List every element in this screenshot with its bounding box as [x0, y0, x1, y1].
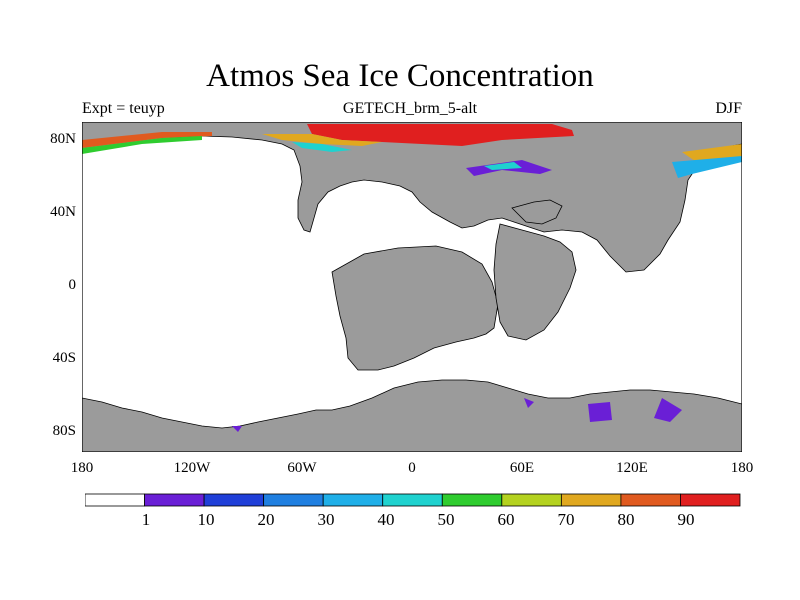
y-tick-label: 80N	[50, 131, 76, 147]
colorbar-label: 90	[677, 510, 695, 529]
colorbar-swatch	[203, 493, 265, 507]
colorbar-swatch	[680, 493, 741, 507]
y-tick-label: 0	[68, 277, 77, 293]
colorbar-swatch	[382, 493, 443, 507]
experiment-label: Expt = teuyp	[82, 100, 165, 117]
colorbar-swatch	[441, 493, 503, 507]
land-masses	[82, 122, 742, 452]
dataset-label: GETECH_brm_5-alt	[342, 100, 478, 117]
colorbar-label: 50	[437, 510, 455, 529]
northern-landmass	[82, 122, 742, 273]
ice-band-north	[307, 124, 574, 146]
x-tick-label: 120E	[616, 460, 648, 476]
y-tick-label: 40S	[52, 350, 76, 366]
colorbar-label: 10	[197, 510, 215, 529]
ice-band-north-low	[292, 142, 352, 152]
ice-band-nw	[82, 132, 212, 148]
colorbar-swatch	[263, 493, 324, 507]
y-tick-label: 80S	[52, 423, 76, 439]
ice-south-b	[588, 402, 612, 422]
sea-ice-layer	[82, 124, 742, 432]
x-tick-label: 60W	[287, 460, 317, 476]
x-tick-label: 180	[730, 460, 754, 476]
season-label: DJF	[715, 100, 742, 117]
plot-title: Atmos Sea Ice Concentration	[206, 58, 594, 94]
sea-ice-map	[82, 122, 742, 452]
ice-band-nw-edge	[82, 136, 202, 154]
x-tick-label: 180	[70, 460, 94, 476]
x-tick-label: 120W	[173, 460, 211, 476]
ice-inland-sea-high	[484, 162, 522, 170]
ice-band-ne-edge	[672, 156, 742, 178]
colorbar-label: 60	[497, 510, 515, 529]
colorbar-label: 40	[377, 510, 395, 529]
x-tick-label: 0	[408, 460, 416, 476]
colorbar-swatch	[322, 493, 384, 507]
colorbar-swatch	[501, 493, 562, 507]
ice-south-a	[524, 398, 534, 408]
ice-band-north-mid	[262, 134, 382, 146]
southern-east-continent	[493, 223, 577, 341]
colorbar-swatch	[144, 493, 205, 507]
colorbar-label: 80	[617, 510, 635, 529]
colorbar-label: 30	[317, 510, 335, 529]
central-landmass	[511, 199, 563, 225]
southern-west-continent	[331, 245, 499, 371]
colorbar-swatch	[85, 493, 145, 507]
x-tick-label: 60E	[509, 460, 535, 476]
colorbar-swatch	[620, 493, 681, 507]
colorbar-swatch	[560, 493, 622, 507]
ice-south-c	[654, 398, 682, 422]
y-tick-label: 40N	[50, 204, 76, 220]
colorbar	[85, 493, 741, 507]
antarctic-landmass	[82, 379, 742, 452]
colorbar-label: 1	[141, 510, 151, 529]
colorbar-label: 70	[557, 510, 575, 529]
colorbar-label: 20	[257, 510, 275, 529]
ice-south-d	[232, 426, 242, 432]
